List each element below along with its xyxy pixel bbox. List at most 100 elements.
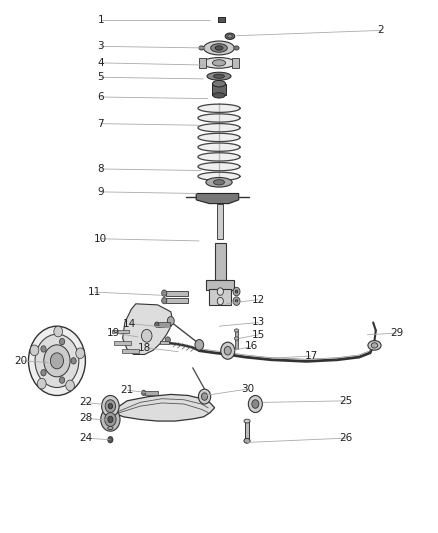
Text: 2: 2 xyxy=(378,26,385,35)
Circle shape xyxy=(165,337,170,343)
Circle shape xyxy=(201,393,208,400)
Bar xyxy=(235,339,238,349)
Text: 9: 9 xyxy=(97,187,104,197)
Bar xyxy=(199,58,206,68)
Text: 25: 25 xyxy=(339,396,353,406)
Circle shape xyxy=(252,400,259,408)
Ellipse shape xyxy=(212,60,226,66)
Circle shape xyxy=(108,403,113,409)
Circle shape xyxy=(30,345,39,356)
Text: 16: 16 xyxy=(245,342,258,351)
Text: 29: 29 xyxy=(390,328,403,338)
Text: 18: 18 xyxy=(138,343,151,352)
Circle shape xyxy=(105,400,116,413)
Bar xyxy=(244,421,250,441)
Circle shape xyxy=(221,342,235,359)
Circle shape xyxy=(41,369,46,376)
Circle shape xyxy=(235,290,238,293)
Circle shape xyxy=(101,408,120,431)
Ellipse shape xyxy=(244,438,250,443)
Circle shape xyxy=(233,297,240,305)
Ellipse shape xyxy=(207,72,231,80)
Bar xyxy=(166,291,188,295)
Bar xyxy=(114,342,131,345)
Text: 7: 7 xyxy=(97,119,104,128)
Circle shape xyxy=(60,377,65,383)
Bar xyxy=(112,329,129,334)
Text: 10: 10 xyxy=(94,234,107,244)
Text: 22: 22 xyxy=(79,398,92,407)
Text: 20: 20 xyxy=(14,356,28,366)
Polygon shape xyxy=(110,394,215,421)
Circle shape xyxy=(76,348,85,359)
Circle shape xyxy=(198,389,211,404)
Ellipse shape xyxy=(213,93,225,98)
Circle shape xyxy=(162,290,167,296)
Polygon shape xyxy=(198,124,240,132)
Polygon shape xyxy=(198,163,240,171)
Bar xyxy=(212,84,226,95)
Bar xyxy=(166,298,188,303)
Circle shape xyxy=(54,326,63,337)
Circle shape xyxy=(28,326,85,395)
Bar xyxy=(209,289,231,305)
Circle shape xyxy=(108,437,113,443)
Circle shape xyxy=(235,300,238,303)
Circle shape xyxy=(66,380,74,391)
Circle shape xyxy=(50,353,64,369)
Ellipse shape xyxy=(368,341,381,350)
Circle shape xyxy=(162,297,167,304)
Text: 13: 13 xyxy=(252,318,265,327)
Circle shape xyxy=(37,378,46,389)
Polygon shape xyxy=(196,193,239,204)
Text: 19: 19 xyxy=(107,328,120,338)
Circle shape xyxy=(41,346,46,352)
Circle shape xyxy=(217,288,223,295)
Polygon shape xyxy=(198,143,240,151)
Circle shape xyxy=(71,358,76,364)
Ellipse shape xyxy=(206,177,232,187)
Bar xyxy=(232,58,239,68)
Polygon shape xyxy=(206,280,234,298)
Circle shape xyxy=(141,329,152,342)
Circle shape xyxy=(224,346,231,355)
Ellipse shape xyxy=(204,41,234,55)
Ellipse shape xyxy=(234,329,239,332)
Circle shape xyxy=(105,413,116,426)
Circle shape xyxy=(195,340,204,350)
Text: 24: 24 xyxy=(79,433,92,443)
Circle shape xyxy=(155,322,159,327)
Circle shape xyxy=(108,416,113,423)
Polygon shape xyxy=(198,153,240,161)
Circle shape xyxy=(217,297,223,305)
Ellipse shape xyxy=(202,58,236,68)
Text: 12: 12 xyxy=(252,295,265,304)
Ellipse shape xyxy=(214,180,224,185)
Circle shape xyxy=(167,317,174,325)
Bar xyxy=(218,17,225,22)
Ellipse shape xyxy=(214,74,224,78)
Polygon shape xyxy=(198,104,240,112)
Text: 15: 15 xyxy=(252,330,265,340)
Ellipse shape xyxy=(215,46,223,50)
Ellipse shape xyxy=(228,35,232,38)
Ellipse shape xyxy=(212,80,226,87)
Bar xyxy=(122,349,139,353)
Bar xyxy=(145,391,158,395)
Ellipse shape xyxy=(234,337,239,340)
Polygon shape xyxy=(123,304,173,354)
Circle shape xyxy=(102,395,119,417)
Ellipse shape xyxy=(234,46,239,50)
Polygon shape xyxy=(198,172,240,181)
Circle shape xyxy=(233,287,240,296)
Text: 4: 4 xyxy=(97,58,104,68)
Ellipse shape xyxy=(108,426,113,430)
Text: 3: 3 xyxy=(97,42,104,51)
Ellipse shape xyxy=(199,46,204,50)
Bar xyxy=(217,204,223,239)
Text: 1: 1 xyxy=(97,15,104,25)
Text: 28: 28 xyxy=(79,414,92,423)
Text: 11: 11 xyxy=(88,287,101,297)
Text: 30: 30 xyxy=(241,384,254,394)
Ellipse shape xyxy=(225,33,235,39)
